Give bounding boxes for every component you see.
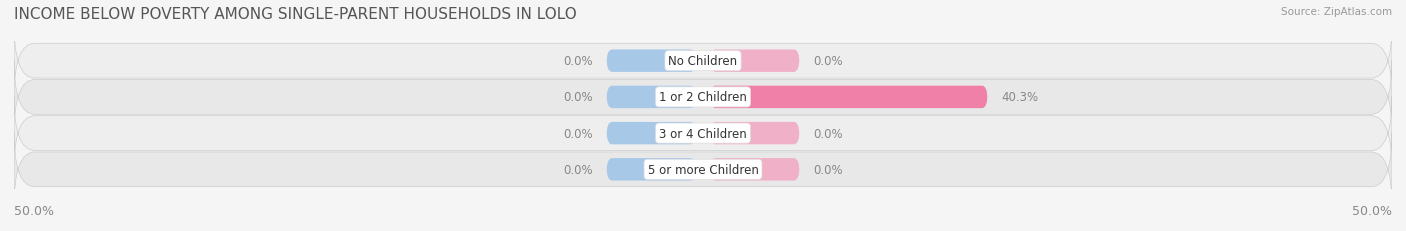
Text: 0.0%: 0.0% xyxy=(813,127,842,140)
FancyBboxPatch shape xyxy=(710,122,800,145)
FancyBboxPatch shape xyxy=(606,158,696,181)
Text: 0.0%: 0.0% xyxy=(813,163,842,176)
FancyBboxPatch shape xyxy=(14,25,1392,98)
FancyBboxPatch shape xyxy=(710,86,987,109)
FancyBboxPatch shape xyxy=(606,50,696,73)
FancyBboxPatch shape xyxy=(606,122,696,145)
Text: Source: ZipAtlas.com: Source: ZipAtlas.com xyxy=(1281,7,1392,17)
FancyBboxPatch shape xyxy=(14,61,1392,134)
FancyBboxPatch shape xyxy=(710,50,800,73)
Text: 5 or more Children: 5 or more Children xyxy=(648,163,758,176)
Text: 1 or 2 Children: 1 or 2 Children xyxy=(659,91,747,104)
Text: 0.0%: 0.0% xyxy=(564,91,593,104)
Text: 0.0%: 0.0% xyxy=(813,55,842,68)
Text: 0.0%: 0.0% xyxy=(564,55,593,68)
FancyBboxPatch shape xyxy=(14,133,1392,206)
FancyBboxPatch shape xyxy=(14,97,1392,170)
FancyBboxPatch shape xyxy=(606,86,696,109)
Text: 40.3%: 40.3% xyxy=(1001,91,1039,104)
Text: 50.0%: 50.0% xyxy=(1353,204,1392,217)
Text: No Children: No Children xyxy=(668,55,738,68)
Text: INCOME BELOW POVERTY AMONG SINGLE-PARENT HOUSEHOLDS IN LOLO: INCOME BELOW POVERTY AMONG SINGLE-PARENT… xyxy=(14,7,576,22)
Text: 3 or 4 Children: 3 or 4 Children xyxy=(659,127,747,140)
Text: 0.0%: 0.0% xyxy=(564,127,593,140)
FancyBboxPatch shape xyxy=(710,158,800,181)
Text: 50.0%: 50.0% xyxy=(14,204,53,217)
Text: 0.0%: 0.0% xyxy=(564,163,593,176)
